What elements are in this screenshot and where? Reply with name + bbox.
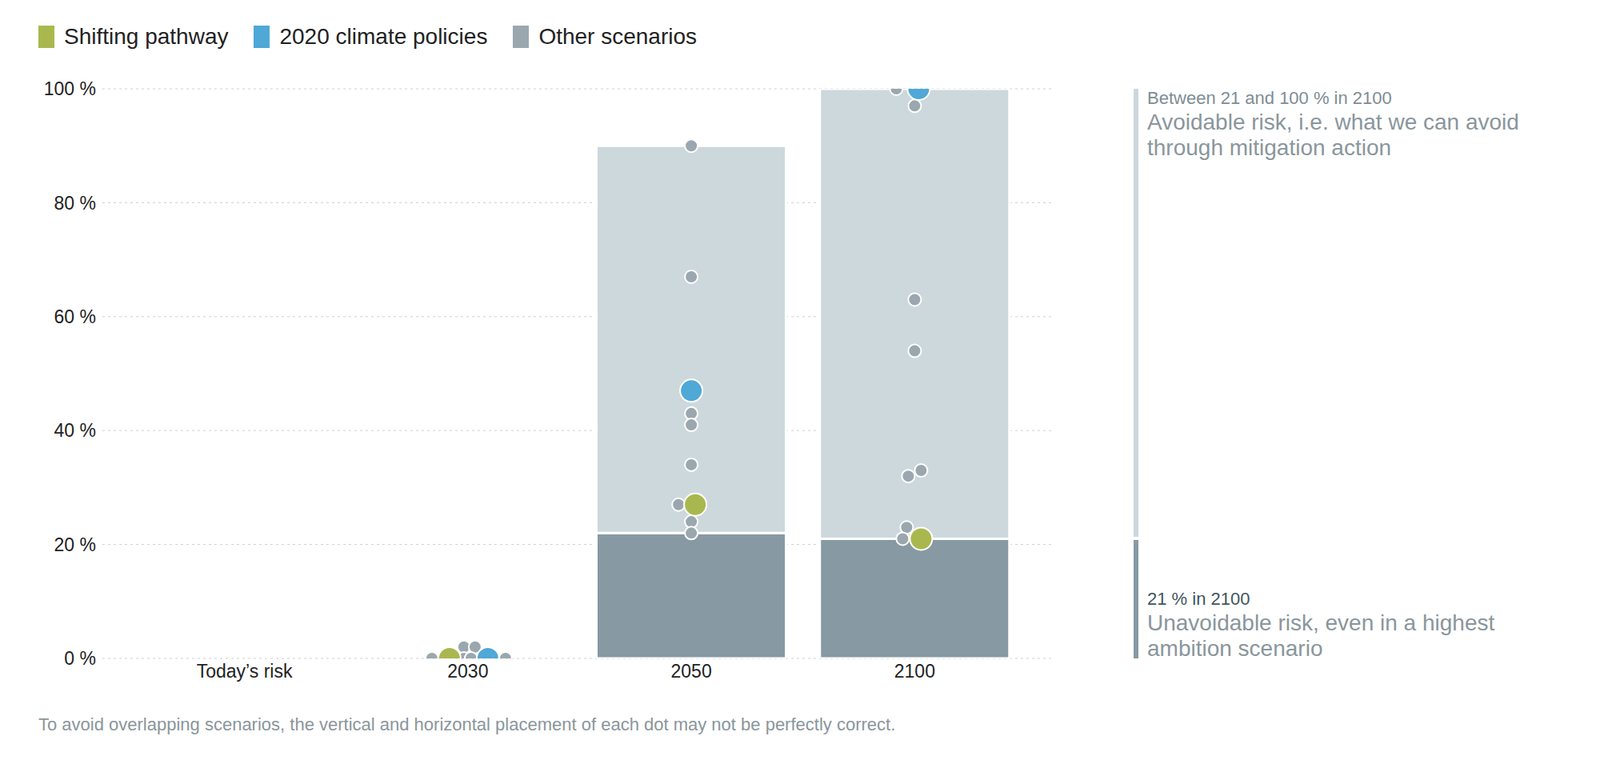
svg-text:2100: 2100 — [894, 660, 936, 682]
svg-text:2030: 2030 — [447, 660, 488, 682]
svg-text:20 %: 20 % — [54, 534, 96, 556]
html-text:21 % in 2100: 21 % in 2100 — [1147, 588, 1250, 609]
html-text:Other scenarios: Other scenarios — [538, 24, 697, 49]
html-text:2020 climate policies: 2020 climate policies — [279, 24, 488, 49]
svg-text:100 %: 100 % — [44, 78, 96, 100]
html-text:To avoid overlapping scenarios: To avoid overlapping scenarios, the vert… — [38, 714, 896, 735]
svg-text:0 %: 0 % — [64, 648, 96, 669]
svg-text:80 %: 80 % — [54, 192, 96, 214]
html-text:Shifting pathway: Shifting pathway — [64, 24, 229, 49]
html-text:Avoidable risk, i.e. what we c: Avoidable risk, i.e. what we can avoid t… — [1147, 109, 1520, 160]
html-text:Between 21 and 100 % in 2100: Between 21 and 100 % in 2100 — [1147, 88, 1392, 108]
svg-text:40 %: 40 % — [54, 420, 96, 441]
svg-text:60 %: 60 % — [54, 306, 96, 328]
svg-text:Today’s risk: Today’s risk — [196, 660, 293, 682]
html-text:Unavoidable risk, even in a hi: Unavoidable risk, even in a highest ambi… — [1147, 610, 1495, 661]
svg-text:2050: 2050 — [671, 660, 712, 682]
